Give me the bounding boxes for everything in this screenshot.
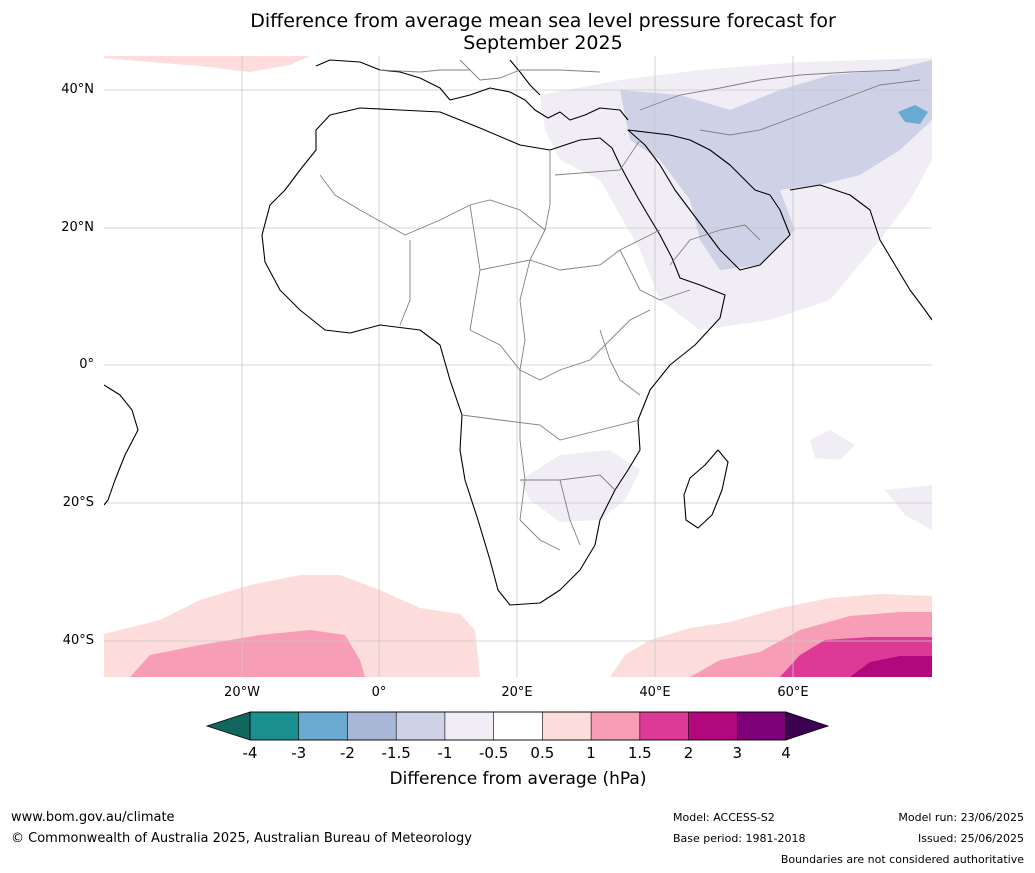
colorbar-tick-label: -3 — [279, 744, 319, 762]
colorbar-over-arrow — [786, 712, 828, 740]
lat-label-0: 0° — [4, 357, 94, 372]
lat-label-20n: 20°N — [4, 220, 94, 235]
colorbar-tick-label: 2 — [669, 744, 709, 762]
colorbar-swatch — [640, 712, 689, 740]
colorbar-swatch — [542, 712, 591, 740]
lon-label-60e: 60°E — [763, 685, 823, 700]
lon-label-0: 0° — [349, 685, 409, 700]
lon-label-20e: 20°E — [487, 685, 547, 700]
colorbar-tick-label: -0.5 — [474, 744, 514, 762]
colorbar-under-arrow — [207, 712, 250, 740]
colorbar-swatch — [250, 712, 299, 740]
footer-base-period: Base period: 1981-2018 — [673, 832, 805, 845]
colorbar-tick-label: 1.5 — [620, 744, 660, 762]
map-figure — [0, 0, 1035, 873]
colorbar-swatch — [494, 712, 543, 740]
footer-disclaimer: Boundaries are not considered authoritat… — [781, 853, 1024, 866]
footer-url: www.bom.gov.au/climate — [11, 810, 175, 825]
footer-issued: Issued: 25/06/2025 — [918, 832, 1024, 845]
colorbar-swatch — [396, 712, 445, 740]
map-area — [104, 56, 932, 677]
lat-label-40s: 40°S — [4, 633, 94, 648]
colorbar-tick-label: -1 — [425, 744, 465, 762]
colorbar-swatches — [250, 712, 786, 740]
colorbar-tick-label: -4 — [230, 744, 270, 762]
colorbar-tick-label: -2 — [327, 744, 367, 762]
colorbar-tick-label: 3 — [717, 744, 757, 762]
colorbar — [207, 712, 828, 740]
lat-label-40n: 40°N — [4, 82, 94, 97]
colorbar-swatch — [347, 712, 396, 740]
colorbar-swatch — [689, 712, 738, 740]
colorbar-tick-label: 0.5 — [522, 744, 562, 762]
colorbar-swatch — [737, 712, 786, 740]
colorbar-swatch — [591, 712, 640, 740]
colorbar-tick-label: 1 — [571, 744, 611, 762]
colorbar-tick-label: -1.5 — [376, 744, 416, 762]
lon-label-20w: 20°W — [212, 685, 272, 700]
footer-model: Model: ACCESS-S2 — [673, 811, 775, 824]
colorbar-title: Difference from average (hPa) — [210, 769, 826, 789]
colorbar-swatch — [299, 712, 348, 740]
lon-label-40e: 40°E — [625, 685, 685, 700]
colorbar-tick-label: 4 — [766, 744, 806, 762]
lat-label-20s: 20°S — [4, 495, 94, 510]
colorbar-swatch — [445, 712, 494, 740]
footer-model-run: Model run: 23/06/2025 — [898, 811, 1024, 824]
footer-copyright: © Commonwealth of Australia 2025, Austra… — [11, 831, 472, 846]
